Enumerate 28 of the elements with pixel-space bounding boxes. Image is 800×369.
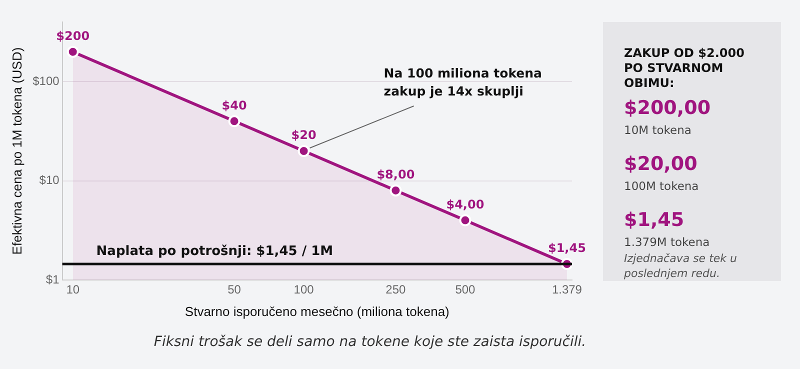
data-label: $8,00 [376, 168, 415, 182]
data-label: $4,00 [446, 197, 484, 212]
text: 100M tokena [624, 179, 700, 193]
y-tick-label: $1 [46, 272, 60, 286]
text: ZAKUP OD $2.000 PO STVARNOM OBIMU: [624, 46, 746, 91]
y-tick-label: $100 [32, 74, 60, 88]
text: 1.379M tokena [624, 235, 711, 249]
x-tick-label: 50 [228, 282, 242, 297]
x-tick-label: 500 [455, 282, 476, 297]
text: 10M tokena [624, 123, 692, 137]
y-axis-title: Efektivna cena po 1M tokena (USD) [9, 47, 24, 255]
data-label: $1,45 [548, 241, 586, 256]
data-label: $20 [291, 128, 316, 142]
x-tick-label: 100 [294, 282, 314, 297]
y-tick-label: $10 [39, 173, 60, 188]
x-tick-label: 10 [66, 282, 80, 297]
text: $200,00 [624, 97, 712, 119]
text: Izjednačava se tek u poslednjem redu. [624, 251, 738, 281]
text: $1,45 [624, 209, 686, 231]
x-tick-label: 250 [386, 282, 406, 297]
ref-line-label: Naplata po potrošnji: $1,45 / 1M [96, 244, 334, 259]
text: $20,00 [624, 153, 698, 175]
annotation: Na 100 miliona tokena zakup je 14x skuplji [384, 66, 542, 98]
text: Fiksni trošak se deli samo na tokene koje ste zaista isporučili. [152, 334, 588, 350]
x-axis-title: Stvarno isporučeno mesečno (miliona tokena) [184, 304, 450, 319]
data-label: $200 [56, 28, 90, 43]
x-tick-label: 1.379 [552, 282, 582, 297]
data-label: $40 [222, 98, 247, 112]
